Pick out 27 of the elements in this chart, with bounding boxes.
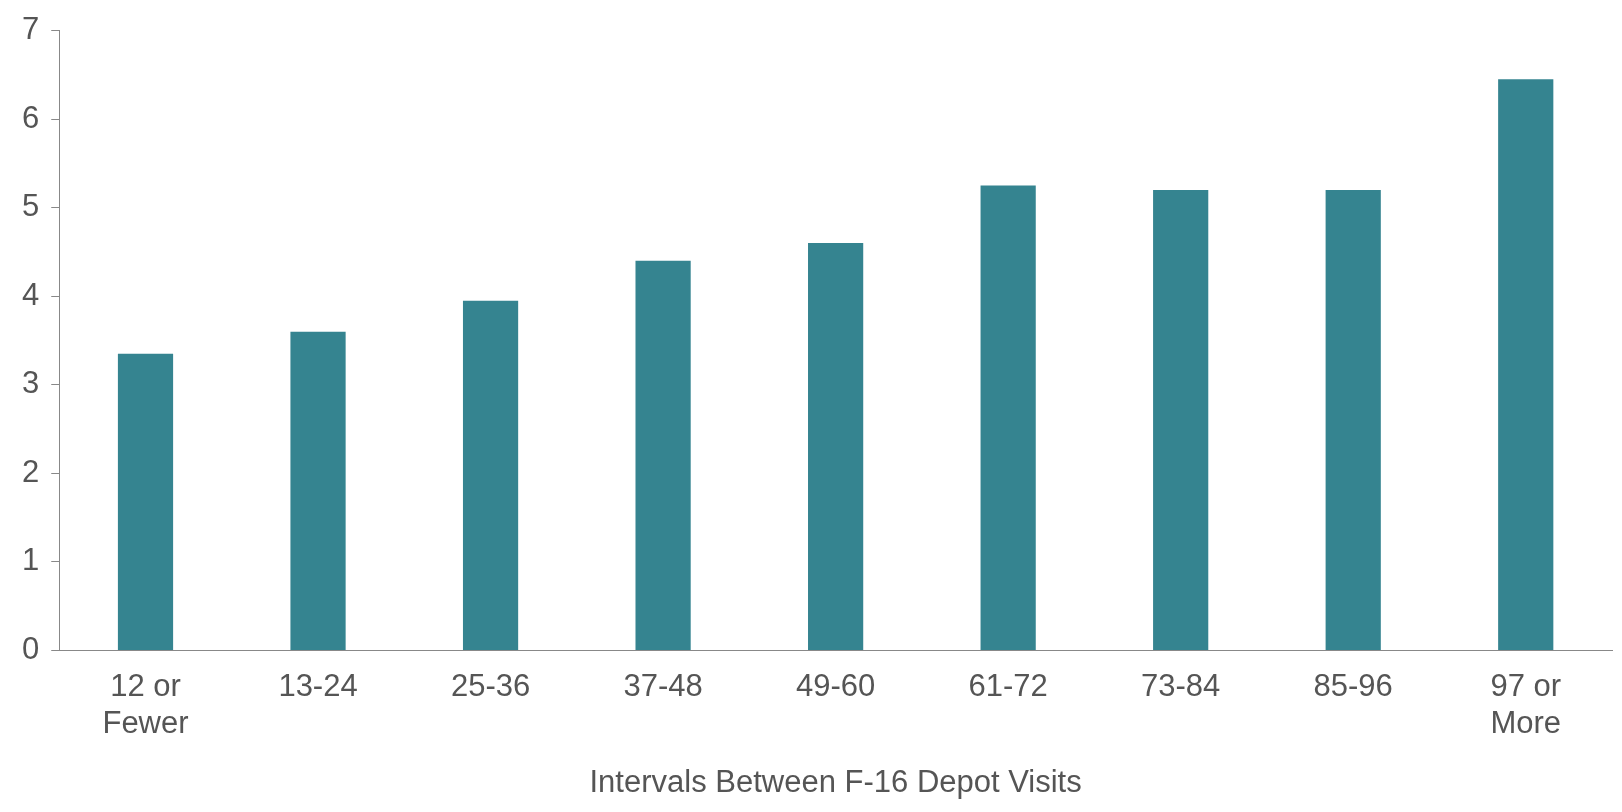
x-tick-label: 13-24: [278, 667, 358, 703]
bar: [808, 243, 864, 650]
x-axis-title: Intervals Between F-16 Depot Visits: [589, 763, 1082, 799]
bar: [980, 185, 1036, 650]
x-tick-label: 73-84: [1141, 667, 1221, 703]
bar: [462, 300, 519, 650]
y-tick-label: 7: [21, 11, 40, 47]
y-tick-label: 2: [21, 453, 40, 489]
bar: [117, 353, 174, 650]
y-tick-label: 4: [21, 276, 40, 312]
x-tick-label: 49-60: [795, 667, 876, 703]
x-tick-label: 12 or Fewer: [102, 667, 189, 740]
x-tick-label: 25-36: [450, 667, 531, 703]
x-tick-label: 97 or More: [1490, 667, 1562, 740]
y-tick-label: 1: [21, 542, 40, 578]
y-tick-label: 5: [21, 188, 40, 224]
bar: [1153, 189, 1209, 650]
y-tick-label: 0: [21, 630, 40, 666]
y-tick-label: 6: [21, 99, 40, 135]
x-tick-label: 37-48: [623, 667, 703, 703]
bar: [1498, 79, 1554, 650]
x-tick-label: 85-96: [1313, 667, 1393, 703]
x-tick-label: 61-72: [968, 667, 1048, 703]
y-tick-label: 3: [21, 365, 40, 401]
bar: [1325, 189, 1381, 650]
bar: [635, 260, 691, 650]
bar: [290, 331, 346, 650]
